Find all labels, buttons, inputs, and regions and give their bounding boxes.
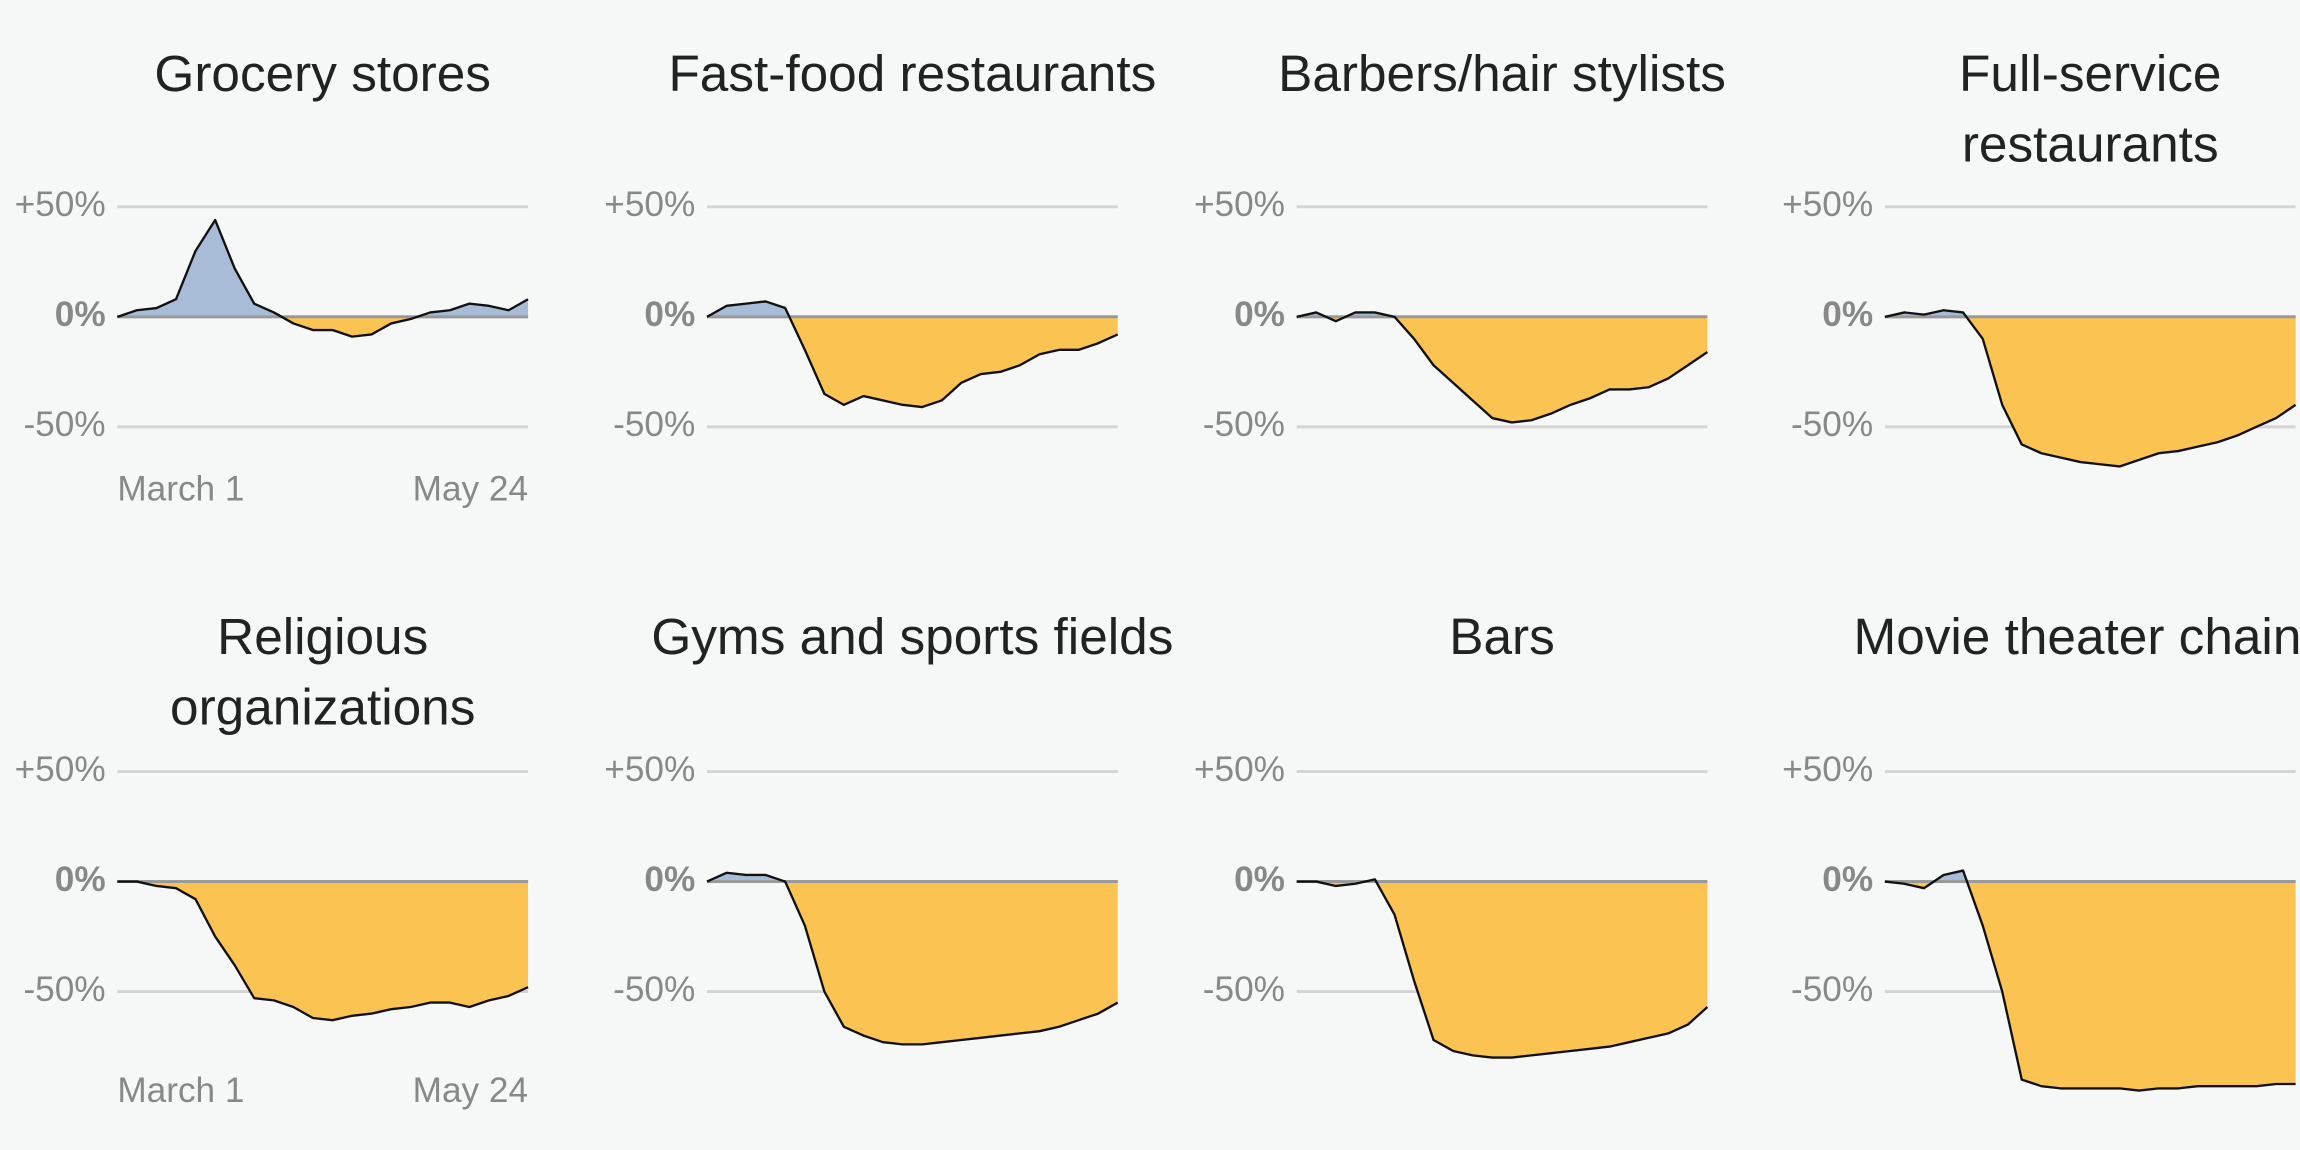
y-tick-label: 0% (644, 295, 695, 334)
y-tick-label: +50% (1782, 750, 1873, 789)
panel: Religious organizations +50% 0% -50% March 1 M… (15, 608, 529, 1110)
y-tick-label: +50% (15, 185, 106, 224)
panel-title: Gyms and sports fields (651, 608, 1173, 665)
panel: Grocery stores +50% 0% -50% March 1 May 24 (15, 45, 529, 509)
line (1296, 878, 1709, 1059)
y-tick-label: -50% (23, 405, 105, 444)
area-positive (117, 220, 529, 317)
panel-title: Grocery stores (154, 45, 491, 102)
line (1296, 311, 1709, 424)
y-tick-label: -50% (1203, 405, 1285, 444)
y-tick-label: 0% (1822, 860, 1873, 899)
panel: Fast-food restaurants +50% 0% -50% (604, 45, 1156, 444)
y-tick-label: +50% (1782, 185, 1873, 224)
area-negative (117, 881, 529, 1021)
y-tick-label: +50% (604, 750, 695, 789)
y-tick-label: +50% (15, 750, 106, 789)
y-tick-label: 0% (55, 860, 106, 899)
panel-title: Movie theater chains (1853, 608, 2300, 665)
panel-title: Fast-food restaurants (668, 45, 1156, 102)
area-negative (1884, 316, 2296, 467)
y-tick-label: -50% (613, 405, 695, 444)
line (706, 871, 1119, 1046)
panel-title: Full-service restaurants (1959, 45, 2221, 172)
area-positive (1296, 312, 1708, 317)
y-tick-label: 0% (1234, 295, 1285, 334)
y-tick-label: 0% (1822, 295, 1873, 334)
panel: Gyms and sports fields +50% 0% -50% (604, 608, 1173, 1046)
panel: Movie theater chains +50% 0% -50% (1782, 608, 2300, 1092)
panel-title: Barbers/hair stylists (1278, 45, 1726, 102)
x-tick-label: March 1 (117, 1071, 244, 1110)
y-tick-label: -50% (1203, 970, 1285, 1009)
panel-title: Bars (1449, 608, 1555, 665)
panel-title: Religious organizations (170, 608, 475, 735)
line (1884, 869, 2296, 1092)
y-tick-label: -50% (23, 970, 105, 1009)
y-tick-label: +50% (1194, 750, 1285, 789)
line (1884, 309, 2297, 468)
area-negative (707, 881, 1118, 1045)
x-tick-label: March 1 (117, 470, 244, 509)
y-tick-label: 0% (55, 295, 106, 334)
y-tick-label: 0% (644, 860, 695, 899)
area-negative (707, 316, 1118, 408)
x-tick-label: May 24 (413, 1071, 528, 1110)
y-tick-label: -50% (613, 970, 695, 1009)
panel: Full-service restaurants +50% 0% -50% (1782, 45, 2297, 468)
area-negative (1296, 881, 1708, 1058)
y-tick-label: 0% (1234, 860, 1285, 899)
y-tick-label: +50% (604, 185, 695, 224)
line (706, 300, 1119, 409)
line (116, 218, 529, 338)
x-tick-label: May 24 (413, 470, 528, 509)
line (117, 880, 529, 1022)
area-positive (707, 301, 1118, 317)
area-negative (1296, 316, 1708, 423)
area-negative (1884, 881, 2296, 1091)
y-tick-label: -50% (1791, 405, 1873, 444)
y-tick-label: +50% (1194, 185, 1285, 224)
area-negative (117, 316, 529, 337)
panel: Bars +50% 0% -50% (1194, 608, 1709, 1059)
y-tick-label: -50% (1791, 970, 1873, 1009)
panel: Barbers/hair stylists +50% 0% -50% (1194, 45, 1726, 444)
